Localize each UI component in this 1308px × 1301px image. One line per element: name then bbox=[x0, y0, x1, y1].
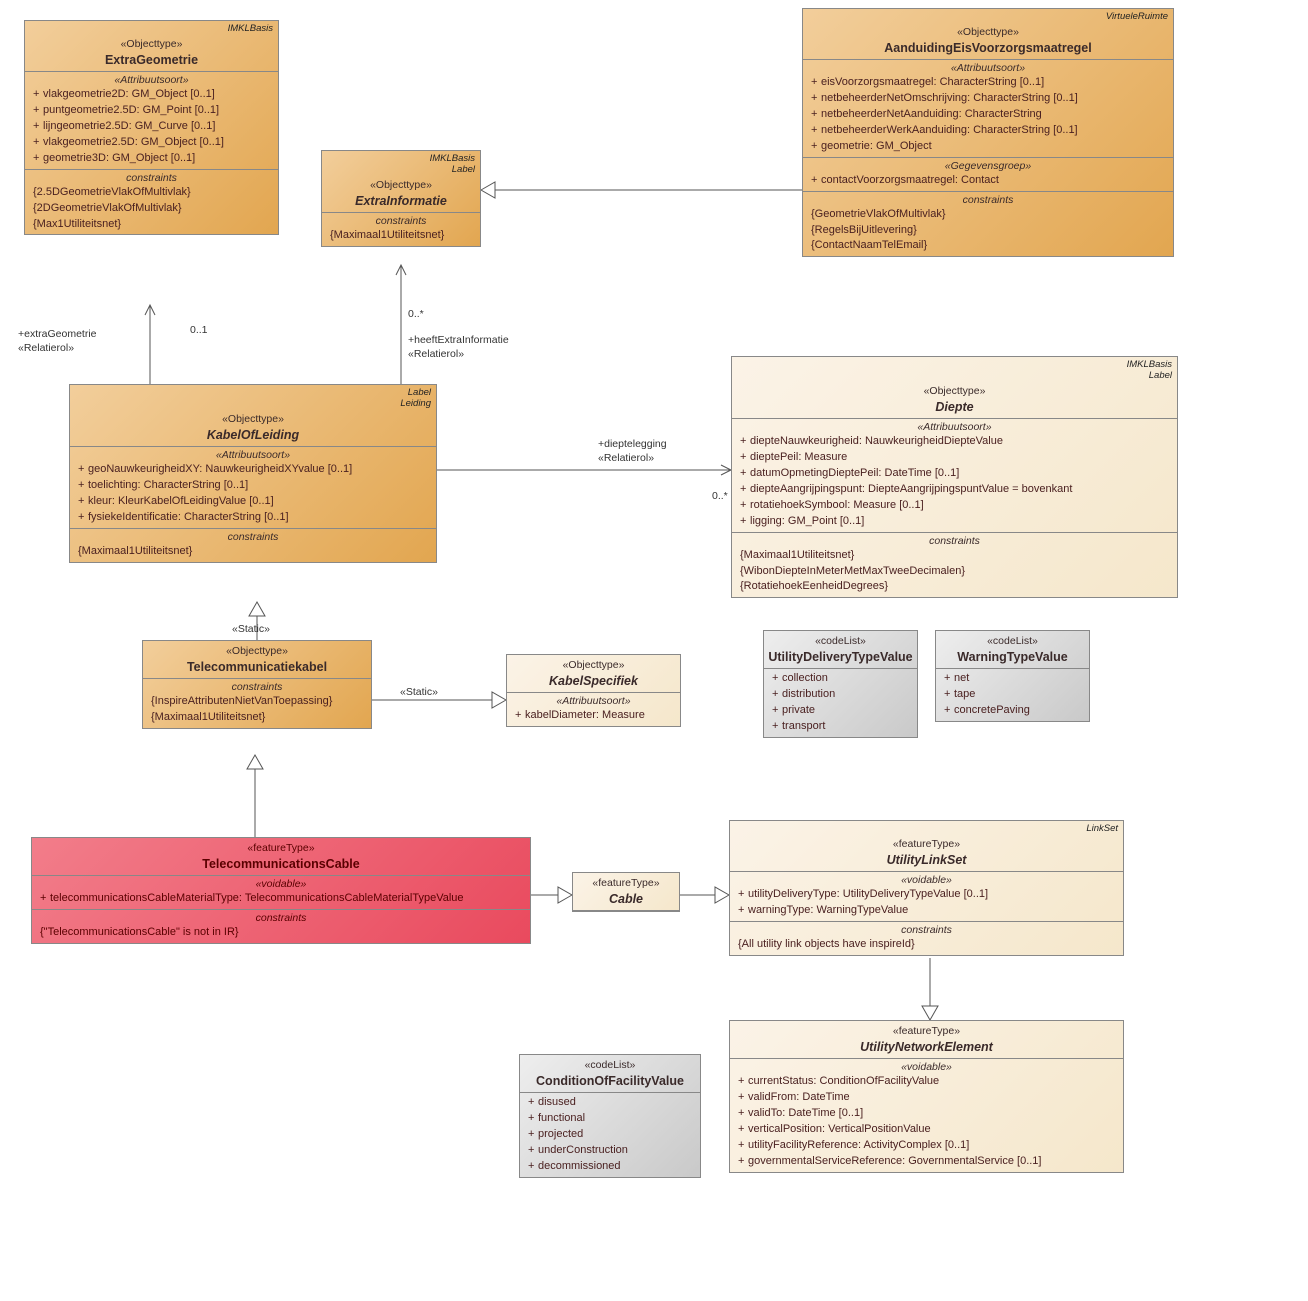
attr-section: «voidable»+telecommunicationsCableMateri… bbox=[32, 876, 530, 910]
attr-section: «Attribuutsoort»+geoNauwkeurigheidXY: Na… bbox=[70, 447, 436, 529]
class-diepte: IMKLBasisLabel«Objecttype»Diepte«Attribu… bbox=[731, 356, 1178, 598]
constraints-section: constraints{InspireAttributenNietVanToep… bbox=[143, 679, 371, 728]
class-uls: LinkSet«featureType»UtilityLinkSet«voida… bbox=[729, 820, 1124, 956]
class-une: «featureType»UtilityNetworkElement«voida… bbox=[729, 1020, 1124, 1173]
pkg-tag: IMKLBasis bbox=[25, 21, 278, 34]
constraints-section: constraints{"TelecommunicationsCable" is… bbox=[32, 910, 530, 943]
class-header: «codeList»ConditionOfFacilityValue bbox=[520, 1055, 700, 1093]
class-header: «Objecttype»KabelOfLeiding bbox=[70, 409, 436, 447]
attr-section: «Attribuutsoort»+kabelDiameter: Measure bbox=[507, 693, 680, 726]
edge-label: 0..* bbox=[712, 490, 728, 502]
class-udtv: «codeList»UtilityDeliveryTypeValue+colle… bbox=[763, 630, 918, 738]
attr-section: «Attribuutsoort»+eisVoorzorgsmaatregel: … bbox=[803, 60, 1173, 158]
constraints-section: constraints{All utility link objects hav… bbox=[730, 922, 1123, 955]
enum-section: +collection+distribution+private+transpo… bbox=[764, 669, 917, 737]
class-header: «Objecttype»ExtraGeometrie bbox=[25, 34, 278, 72]
class-header: «Objecttype»Diepte bbox=[732, 381, 1177, 419]
pkg-tag: VirtueleRuimte bbox=[803, 9, 1173, 22]
diagram-canvas: IMKLBasis«Objecttype»ExtraGeometrie«Attr… bbox=[0, 0, 1308, 1301]
edge-label: «Relatierol» bbox=[408, 348, 464, 360]
edge-label: +extraGeometrie bbox=[18, 328, 97, 340]
edge-label: +heeftExtraInformatie bbox=[408, 334, 509, 346]
class-telcable: «featureType»TelecommunicationsCable«voi… bbox=[31, 837, 531, 944]
pkg-tag: LabelLeiding bbox=[70, 385, 436, 409]
edge-label: «Static» bbox=[400, 686, 438, 698]
class-header: «Objecttype»AanduidingEisVoorzorgsmaatre… bbox=[803, 22, 1173, 60]
class-header: «codeList»WarningTypeValue bbox=[936, 631, 1089, 669]
class-cofv: «codeList»ConditionOfFacilityValue+disus… bbox=[519, 1054, 701, 1178]
class-header: «featureType»TelecommunicationsCable bbox=[32, 838, 530, 876]
constraints-section: constraints{Maximaal1Utiliteitsnet} bbox=[70, 529, 436, 562]
class-header: «featureType»UtilityLinkSet bbox=[730, 834, 1123, 872]
constraints-section: constraints{GeometrieVlakOfMultivlak}{Re… bbox=[803, 192, 1173, 257]
constraints-section: constraints{Maximaal1Utiliteitsnet} bbox=[322, 213, 480, 246]
class-aand: VirtueleRuimte«Objecttype»AanduidingEisV… bbox=[802, 8, 1174, 257]
class-telkabel: «Objecttype»Telecommunicatiekabelconstra… bbox=[142, 640, 372, 729]
edge-label: «Static» bbox=[232, 623, 270, 635]
enum-section: +disused+functional+projected+underConst… bbox=[520, 1093, 700, 1177]
edge-label: 0..1 bbox=[190, 324, 208, 336]
edge-label: 0..* bbox=[408, 308, 424, 320]
attr-section: «Attribuutsoort»+vlakgeometrie2D: GM_Obj… bbox=[25, 72, 278, 170]
class-header: «Objecttype»Telecommunicatiekabel bbox=[143, 641, 371, 679]
class-cable: «featureType»Cable bbox=[572, 872, 680, 912]
class-header: «Objecttype»ExtraInformatie bbox=[322, 175, 480, 213]
pkg-tag: IMKLBasisLabel bbox=[322, 151, 480, 175]
class-header: «Objecttype»KabelSpecifiek bbox=[507, 655, 680, 693]
class-extraGeom: IMKLBasis«Objecttype»ExtraGeometrie«Attr… bbox=[24, 20, 279, 235]
edge-label: +dieptelegging bbox=[598, 438, 667, 450]
class-wtv: «codeList»WarningTypeValue+net+tape+conc… bbox=[935, 630, 1090, 722]
enum-section: +net+tape+concretePaving bbox=[936, 669, 1089, 721]
pkg-tag: LinkSet bbox=[730, 821, 1123, 834]
class-extraInfo: IMKLBasisLabel«Objecttype»ExtraInformati… bbox=[321, 150, 481, 247]
constraints-section: constraints{Maximaal1Utiliteitsnet}{Wibo… bbox=[732, 533, 1177, 598]
edge-label: «Relatierol» bbox=[18, 342, 74, 354]
class-header: «featureType»Cable bbox=[573, 873, 679, 911]
edge-label: «Relatierol» bbox=[598, 452, 654, 464]
class-kabelspec: «Objecttype»KabelSpecifiek«Attribuutsoor… bbox=[506, 654, 681, 727]
class-header: «codeList»UtilityDeliveryTypeValue bbox=[764, 631, 917, 669]
attr-section: «Attribuutsoort»+diepteNauwkeurigheid: N… bbox=[732, 419, 1177, 533]
constraints-section: constraints{2.5DGeometrieVlakOfMultivlak… bbox=[25, 170, 278, 235]
attr-section: «voidable»+currentStatus: ConditionOfFac… bbox=[730, 1059, 1123, 1172]
group-section: «Gegevensgroep»+contactVoorzorgsmaatrege… bbox=[803, 158, 1173, 192]
attr-section: «voidable»+utilityDeliveryType: UtilityD… bbox=[730, 872, 1123, 922]
class-header: «featureType»UtilityNetworkElement bbox=[730, 1021, 1123, 1059]
pkg-tag: IMKLBasisLabel bbox=[732, 357, 1177, 381]
class-kabel: LabelLeiding«Objecttype»KabelOfLeiding«A… bbox=[69, 384, 437, 563]
